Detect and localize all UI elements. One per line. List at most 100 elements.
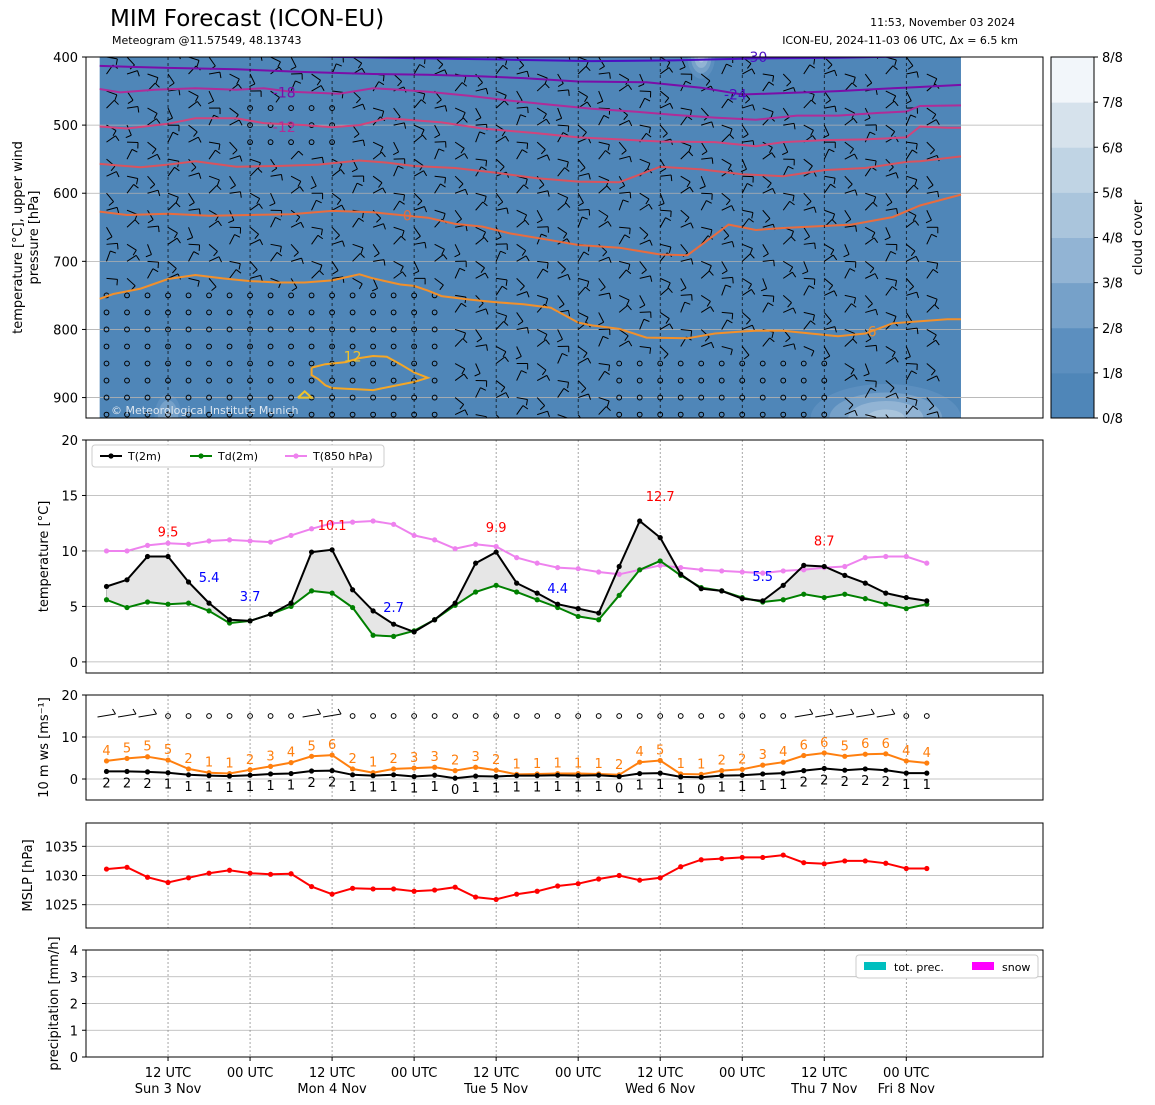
wind-barb (413, 134, 423, 143)
wind-barb (557, 73, 564, 84)
surface-calm-marker (923, 713, 930, 719)
wind-barb-flag (194, 95, 199, 102)
wind-barb-flag (110, 165, 116, 172)
calm-wind-marker (349, 343, 356, 350)
colorbar-tick-label: 8/8 (1102, 51, 1123, 66)
wind-barb (906, 397, 918, 401)
gust-value-label: 3 (430, 750, 438, 765)
calm-wind-marker (206, 360, 212, 367)
mean-wind-value-label: 2 (123, 776, 131, 791)
wind-barb-flag (686, 181, 691, 188)
isotherm-label: -30 (744, 50, 767, 66)
wind-barb (926, 83, 936, 92)
wind-barb (475, 260, 485, 269)
mslp-point (391, 886, 397, 892)
surface-calm-marker (616, 713, 623, 719)
wind-barb-flag (476, 338, 483, 343)
wind-barb (741, 312, 751, 321)
wind-barb-flag (521, 370, 527, 374)
gust-value-label: 3 (471, 750, 479, 765)
y-axis-label: pressure [hPa] (27, 191, 42, 285)
wind-barb (495, 158, 505, 168)
wind-barb (598, 150, 606, 160)
wind-barb (454, 338, 464, 347)
wind-barb-flag (581, 216, 588, 220)
surface-wind-barb-flag (337, 708, 342, 715)
wind-barb-flag (668, 246, 672, 253)
calm-wind-marker (390, 411, 397, 418)
mean-wind-value-label: 1 (533, 781, 541, 796)
wind-barb (413, 170, 424, 177)
mean-wind-point (267, 771, 274, 777)
wind-barb (352, 124, 360, 135)
wind-barb-flag (463, 76, 467, 83)
mslp-point (719, 855, 725, 862)
wind-barb-flag (625, 269, 632, 275)
extreme-label: 5.4 (199, 571, 220, 586)
wind-barb (495, 227, 502, 238)
calm-wind-marker (677, 394, 684, 401)
wind-barb-flag (605, 150, 611, 155)
wind-barb-flag (495, 236, 502, 241)
wind-barb-flag (218, 143, 221, 151)
wind-barb-flag (319, 270, 324, 276)
wind-barb-flag (747, 283, 752, 290)
wind-barb-flag (480, 267, 485, 273)
gust-point (903, 758, 909, 764)
wind-barb-flag (176, 237, 181, 244)
wind-barb (537, 294, 548, 300)
wind-barb-flag (403, 51, 406, 56)
wind-barb (700, 176, 706, 187)
wind-barb-flag (526, 71, 530, 78)
wind-barb-flag (213, 251, 218, 257)
gust-point (493, 767, 499, 773)
gust-value-label: 4 (102, 744, 110, 759)
wind-barb-flag (792, 195, 795, 202)
mslp-point (862, 858, 868, 864)
wind-barb-flag (644, 97, 651, 102)
t850-point (329, 520, 335, 526)
wind-barb-flag (293, 252, 299, 257)
wind-barb (700, 141, 708, 152)
wind-barb (885, 277, 897, 281)
calm-wind-marker (698, 360, 705, 367)
surface-calm-marker (226, 713, 233, 719)
wind-barb-flag (316, 199, 322, 204)
wind-barb (782, 271, 793, 279)
wind-barb-flag (254, 233, 259, 240)
gust-value-label: 4 (779, 745, 787, 760)
wind-barb-flag (463, 117, 468, 123)
wind-barb (188, 136, 199, 143)
wind-barb (905, 278, 915, 287)
wind-barb (352, 182, 358, 194)
wind-barb (208, 256, 220, 262)
wind-barb (516, 243, 526, 252)
wind-barb-flag (603, 114, 610, 119)
wind-barb-flag (936, 411, 940, 418)
wind-barb-flag (545, 339, 550, 345)
wind-barb-flag (875, 309, 878, 316)
wind-barb (188, 277, 200, 282)
wind-barb-flag (725, 199, 731, 206)
gust-value-label: 5 (143, 740, 151, 755)
wind-barb (372, 175, 383, 184)
wind-barb (331, 204, 343, 211)
wind-barb-flag (465, 225, 468, 232)
wind-barb (885, 251, 892, 262)
wind-barb (147, 175, 156, 185)
calm-wind-marker (308, 377, 315, 384)
mean-wind-point (739, 772, 745, 778)
isotherm-label: -12 (273, 120, 296, 136)
wind-barb (393, 141, 400, 153)
calm-wind-marker (431, 411, 438, 418)
wind-barb-flag (706, 301, 711, 307)
wind-barb (598, 312, 605, 323)
gust-value-label: 6 (861, 737, 869, 752)
wind-barb-flag (872, 201, 878, 207)
wind-barb (475, 201, 484, 211)
legend: T(2m) Td(2m) T(850 hPa) (91, 444, 385, 468)
wind-barb-flag (767, 182, 772, 189)
wind-barb-flag (831, 219, 837, 225)
